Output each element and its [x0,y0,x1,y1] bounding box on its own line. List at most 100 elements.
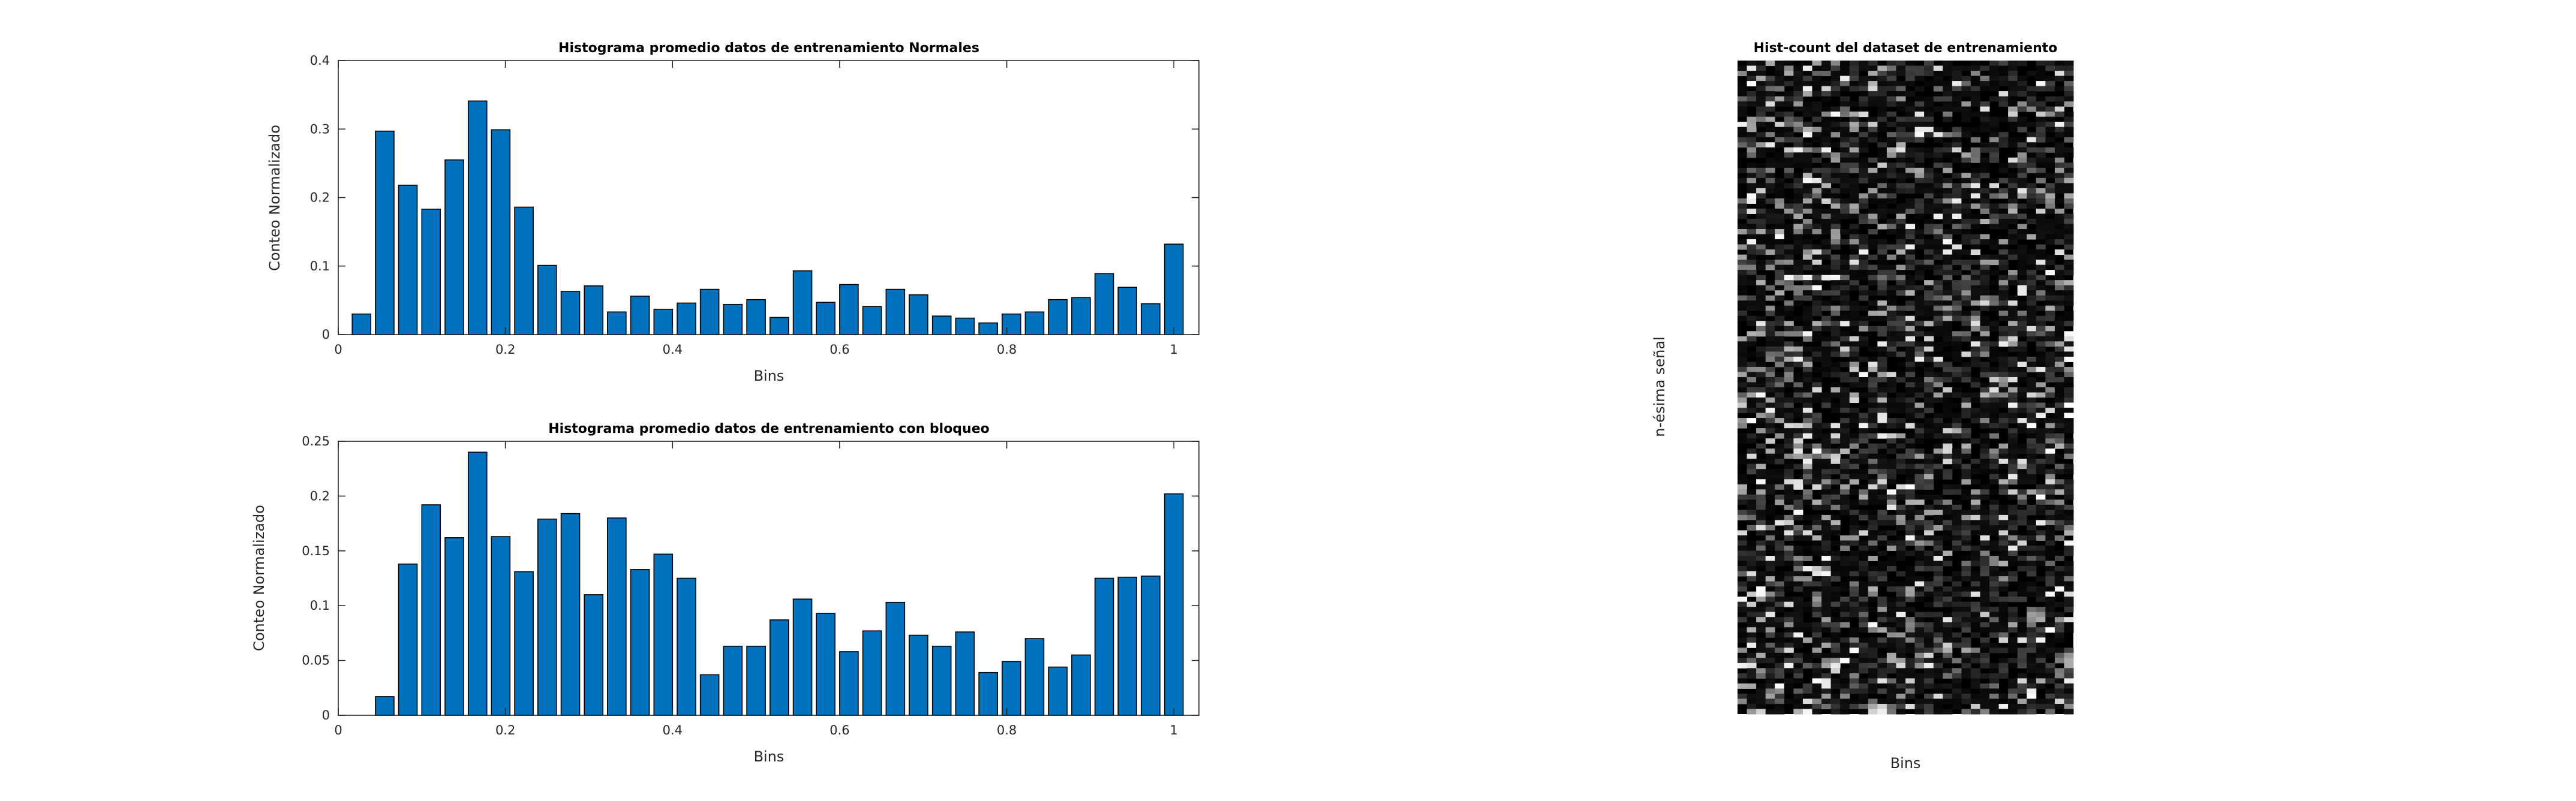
heatmap-cell [1914,244,1925,250]
heatmap-cell [1849,61,1859,67]
heatmap-cell [1812,540,1822,546]
heatmap-cell [1933,264,1943,270]
heatmap-cell [1877,372,1887,378]
heatmap-cell [1747,642,1757,648]
heatmap-cell [2027,122,2037,128]
heatmap-cell [1756,260,1766,266]
heatmap-cell [1747,91,1757,97]
heatmap-cell [1784,305,1794,311]
heatmap-cell [1877,637,1887,643]
heatmap-cell [1980,234,1990,240]
heatmap-cell [1896,311,1906,317]
heatmap-cell [2008,530,2018,536]
heatmap-cell [1775,112,1785,118]
heatmap-cell [1784,264,1794,270]
heatmap-cell [1830,494,1841,500]
heatmap-cell [2054,346,2064,352]
heatmap-cell [1924,428,1934,434]
heatmap-cell [1812,331,1822,337]
heatmap-cell [1830,366,1841,372]
heatmap-cell [1868,229,1878,235]
heatmap-cell [2017,688,2027,694]
heatmap-cell [1980,305,1990,311]
heatmap-cell [1877,152,1887,158]
heatmap-cell [1756,203,1766,209]
heatmap-cell [2054,331,2064,337]
heatmap-cell [1896,275,1906,281]
heatmap-cell [1980,597,1990,603]
heatmap-cell [1943,366,1953,372]
heatmap-cell [1775,673,1785,679]
heatmap-cell [1802,218,1812,224]
heatmap-cell [1989,239,2000,245]
heatmap-cell [1868,398,1878,403]
bar [1141,303,1161,335]
bar [978,671,998,716]
heatmap-cell [2064,453,2074,459]
heatmap-cell [1886,112,1896,118]
heatmap-cell [1849,362,1859,368]
heatmap-cell [1980,658,1990,664]
heatmap-cell [1821,571,1832,577]
heatmap-cell [2027,571,2037,577]
heatmap-cell [2008,362,2018,368]
heatmap-cell [2045,418,2055,424]
heatmap-cell [1812,127,1822,133]
heatmap-cell [1821,351,1832,357]
heatmap-cell [2036,520,2046,526]
heatmap-cell [2064,576,2074,582]
heatmap-cell [1905,597,1916,603]
heatmap-cell [2008,663,2018,668]
heatmap-cell [1849,336,1859,342]
heatmap-cell [1775,260,1785,266]
heatmap-cell [1989,305,2000,311]
heatmap-cell [1802,622,1812,628]
heatmap-cell [2027,525,2037,531]
heatmap-cell [1830,311,1841,317]
heatmap-cell [1793,239,1803,245]
heatmap-cell [2045,514,2055,520]
heatmap-cell [1998,336,2009,342]
heatmap-cell [1859,668,1869,674]
x-axis-label: Bins [754,748,784,765]
heatmap-cell [1980,351,1990,357]
heatmap-cell [1933,433,1943,439]
heatmap-cell [1830,597,1841,603]
heatmap-cell [1738,556,1748,562]
heatmap-cell [1775,326,1785,332]
heatmap-cell [1877,489,1887,495]
heatmap-cell [1802,65,1812,71]
heatmap-cell [1859,244,1869,250]
heatmap-cell [1989,203,2000,209]
heatmap-cell [1830,346,1841,352]
heatmap-cell [1859,341,1869,347]
heatmap-cell [1980,510,1990,516]
heatmap-cell [1756,372,1766,378]
heatmap-cell [1961,530,1971,536]
heatmap-cell [1859,648,1869,654]
heatmap-cell [2017,290,2027,296]
heatmap-cell [2027,428,2037,434]
heatmap-cell [1998,561,2009,567]
heatmap-cell [1840,688,1850,694]
heatmap-cell [1868,382,1878,388]
heatmap-cell [1868,622,1878,628]
heatmap-cell [1933,229,1943,235]
heatmap-cell [1821,622,1832,628]
heatmap-cell [1784,229,1794,235]
heatmap-cell [1924,530,1934,536]
heatmap-cell [1952,673,1962,679]
heatmap-cell [2045,372,2055,378]
heatmap-cell [1840,561,1850,567]
heatmap-cell [2064,550,2074,556]
heatmap-cell [1784,637,1794,643]
heatmap-cell [1840,311,1850,317]
heatmap-cell [1989,65,2000,71]
heatmap-cell [1877,658,1887,664]
heatmap-cell [1868,545,1878,551]
heatmap-cell [1849,418,1859,424]
heatmap-cell [1849,683,1859,689]
heatmap-cell [1980,703,1990,709]
heatmap-cell [1970,499,1980,505]
heatmap-cell [1868,514,1878,520]
